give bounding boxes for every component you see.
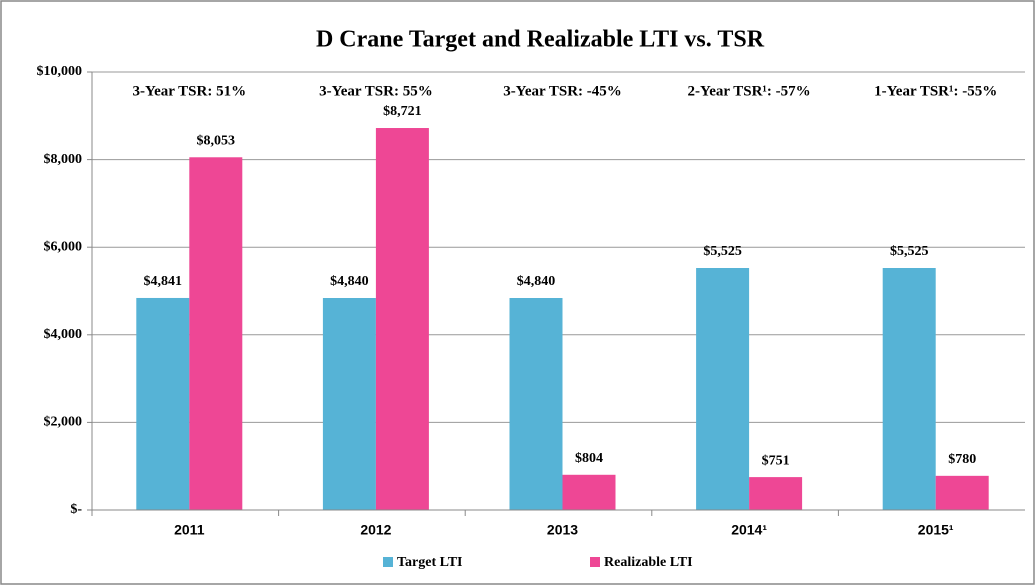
- y-tick-label: $4,000: [44, 327, 83, 342]
- bar: [322, 298, 376, 510]
- legend-label: Target LTI: [397, 555, 462, 570]
- legend-label: Realizable LTI: [604, 555, 693, 570]
- legend-swatch: [383, 557, 393, 567]
- bar: [136, 297, 190, 510]
- data-label: $8,721: [383, 104, 422, 119]
- y-tick-label: $10,000: [37, 64, 83, 79]
- x-tick-label: 2012: [360, 522, 391, 538]
- data-label: $5,525: [890, 244, 929, 259]
- data-label: $780: [948, 452, 976, 467]
- y-tick-label: $-: [70, 502, 82, 517]
- data-label: $804: [575, 451, 603, 466]
- data-label: $4,840: [330, 274, 369, 289]
- annotation: 3-Year TSR: -45%: [503, 83, 622, 99]
- annotation: 3-Year TSR: 55%: [319, 83, 433, 99]
- bar: [189, 157, 243, 510]
- annotation: 1-Year TSR¹: -55%: [874, 83, 997, 99]
- data-label: $8,053: [197, 133, 236, 148]
- x-tick-label: 2013: [547, 522, 578, 538]
- x-tick-label: 2015¹: [918, 522, 954, 538]
- bar: [935, 475, 989, 510]
- y-tick-label: $6,000: [44, 239, 83, 254]
- annotation: 2-Year TSR¹: -57%: [688, 83, 811, 99]
- x-tick-label: 2014¹: [731, 522, 767, 538]
- bar: [882, 268, 936, 510]
- chart-title: D Crane Target and Realizable LTI vs. TS…: [316, 27, 765, 53]
- x-tick-label: 2011: [174, 522, 205, 538]
- annotation: 3-Year TSR: 51%: [132, 83, 246, 99]
- bar: [749, 477, 803, 510]
- bar: [509, 298, 563, 510]
- data-label: $751: [762, 453, 790, 468]
- bar: [696, 268, 750, 510]
- data-label: $5,525: [703, 244, 742, 259]
- data-label: $4,840: [517, 274, 556, 289]
- data-label: $4,841: [144, 274, 183, 289]
- bar: [375, 128, 429, 510]
- y-tick-label: $8,000: [44, 152, 83, 167]
- bar: [562, 474, 616, 510]
- legend-swatch: [590, 557, 600, 567]
- y-tick-label: $2,000: [44, 415, 83, 430]
